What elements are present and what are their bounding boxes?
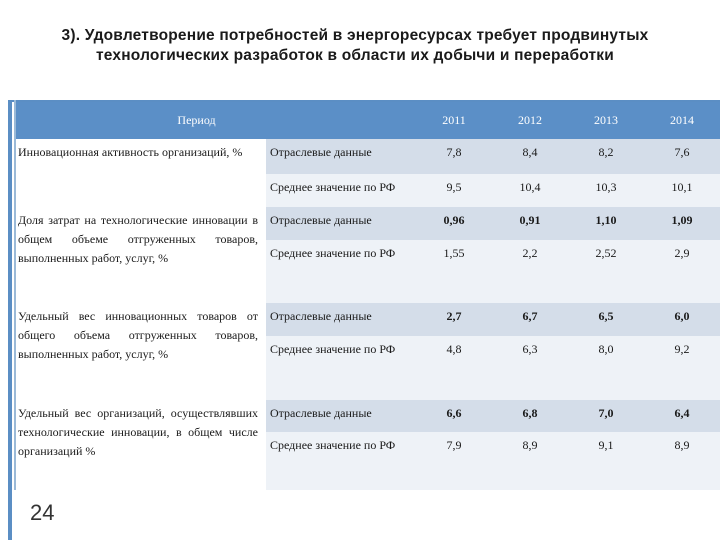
value-cell: 7,6	[644, 138, 720, 174]
value-cell: 6,5	[568, 303, 644, 336]
year-header: 2012	[492, 102, 568, 139]
value-cell: 2,52	[568, 239, 644, 304]
table-row: Среднее значение по РФ 4,8 6,3 8,0 9,2	[16, 335, 720, 400]
value-cell: 9,2	[644, 335, 720, 400]
value-cell: 6,0	[644, 303, 720, 336]
value-cell: 8,9	[644, 432, 720, 490]
table-row: Доля затрат на технологические инновации…	[16, 206, 720, 304]
value-cell: 7,9	[416, 432, 492, 490]
header-row: Период 2011 2012 2013 2014	[16, 102, 720, 139]
value-cell: 6,8	[492, 399, 568, 433]
year-header: 2014	[644, 102, 720, 139]
value-cell: 4,8	[416, 335, 492, 400]
value-cell: 2,2	[492, 239, 568, 304]
source-cell: Отраслевые данные	[266, 303, 416, 336]
source-cell: Среднее значение по РФ	[266, 432, 416, 490]
value-cell: 10,3	[568, 173, 644, 207]
value-cell: 1,55	[416, 239, 492, 304]
data-table: Период 2011 2012 2013 2014 Инновационная…	[16, 102, 720, 490]
value-cell: 6,4	[644, 399, 720, 433]
indicator-cell: Удельный вес организаций, осуществлявших…	[16, 399, 266, 490]
frame-left-line	[8, 100, 12, 540]
value-cell: 9,5	[416, 173, 492, 207]
table-row: Среднее значение по РФ 7,9 8,9 9,1 8,9	[16, 432, 720, 490]
source-cell: Отраслевые данные	[266, 138, 416, 174]
value-cell: 8,0	[568, 335, 644, 400]
value-cell: 8,4	[492, 138, 568, 174]
table-row: Среднее значение по РФ 1,55 2,2 2,52 2,9	[16, 239, 720, 304]
value-cell: 1,09	[644, 206, 720, 240]
source-cell: Среднее значение по РФ	[266, 335, 416, 400]
value-cell: 6,7	[492, 303, 568, 336]
slide-title: 3). Удовлетворение потребностей в энерго…	[61, 27, 649, 64]
frame-top-line	[8, 100, 720, 102]
value-cell: 1,10	[568, 206, 644, 240]
value-cell: 9,1	[568, 432, 644, 490]
value-cell: 6,3	[492, 335, 568, 400]
indicator-cell: Удельный вес инновационных товаров от об…	[16, 303, 266, 400]
value-cell: 8,9	[492, 432, 568, 490]
value-cell: 10,4	[492, 173, 568, 207]
value-cell: 6,6	[416, 399, 492, 433]
source-cell: Среднее значение по РФ	[266, 173, 416, 207]
value-cell: 10,1	[644, 173, 720, 207]
source-cell: Отраслевые данные	[266, 206, 416, 240]
value-cell: 0,96	[416, 206, 492, 240]
indicator-cell: Доля затрат на технологические инновации…	[16, 206, 266, 304]
value-cell: 2,7	[416, 303, 492, 336]
value-cell: 0,91	[492, 206, 568, 240]
value-cell: 7,0	[568, 399, 644, 433]
value-cell: 7,8	[416, 138, 492, 174]
year-header: 2013	[568, 102, 644, 139]
value-cell: 2,9	[644, 239, 720, 304]
table-row: Среднее значение по РФ 9,5 10,4 10,3 10,…	[16, 173, 720, 207]
period-header: Период	[16, 102, 416, 139]
page-number: 24	[30, 500, 55, 525]
frame-left-inner-line	[14, 100, 16, 490]
value-cell: 8,2	[568, 138, 644, 174]
table-row: Удельный вес организаций, осуществлявших…	[16, 399, 720, 490]
source-cell: Отраслевые данные	[266, 399, 416, 433]
source-cell: Среднее значение по РФ	[266, 239, 416, 304]
table-row: Инновационная активность организаций, % …	[16, 138, 720, 207]
table-row: Удельный вес инновационных товаров от об…	[16, 303, 720, 400]
indicator-cell: Инновационная активность организаций, %	[16, 138, 266, 207]
year-header: 2011	[416, 102, 492, 139]
